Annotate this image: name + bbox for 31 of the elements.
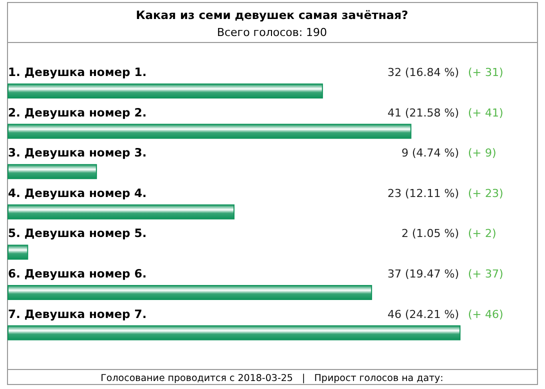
bar	[8, 325, 460, 340]
data-label: 32 (16.84 %)	[387, 66, 459, 79]
text: (+ 31)	[468, 66, 504, 79]
data-label: 46 (24.21 %)	[387, 308, 459, 321]
bar	[8, 164, 97, 180]
y-tick-label: 4. Девушка номер 4.	[8, 186, 147, 200]
y-tick-label: 2. Девушка номер 2.	[8, 105, 147, 120]
y-tick-label: 7. Девушка номер 7.	[8, 306, 147, 321]
y-tick-label: 5. Девушка номер 5.	[8, 226, 147, 240]
text: (+ 9)	[468, 146, 496, 160]
bar	[8, 124, 412, 139]
data-label: 9 (4.74 %)	[401, 146, 459, 160]
bar	[8, 244, 28, 260]
text: (+ 37)	[468, 268, 504, 280]
data-label: 23 (12.11 %)	[387, 186, 459, 200]
chart-subtitle: Всего голосов: 190	[216, 26, 328, 39]
y-tick-label: 3. Девушка номер 3.	[8, 146, 147, 160]
data-label: 41 (21.58 %)	[387, 106, 459, 120]
text: Голосование проводится с 2018-03-25 | Прирост голосов на дату:	[100, 373, 444, 384]
chart-title: Какая из семи девушек самая зачётная?	[136, 8, 408, 22]
y-tick-label: 6. Девушка номер 6.	[8, 266, 147, 280]
text: (+ 23)	[468, 186, 504, 200]
bar	[8, 204, 234, 220]
y-tick-label: 1. Девушка номер 1.	[8, 65, 147, 79]
data-label: 2 (1.05 %)	[401, 227, 459, 240]
bar	[8, 285, 372, 300]
data-label: 37 (19.47 %)	[387, 268, 459, 280]
text: (+ 41)	[468, 106, 504, 120]
bar	[8, 84, 323, 98]
text: (+ 2)	[468, 227, 496, 240]
text: (+ 46)	[468, 308, 504, 321]
